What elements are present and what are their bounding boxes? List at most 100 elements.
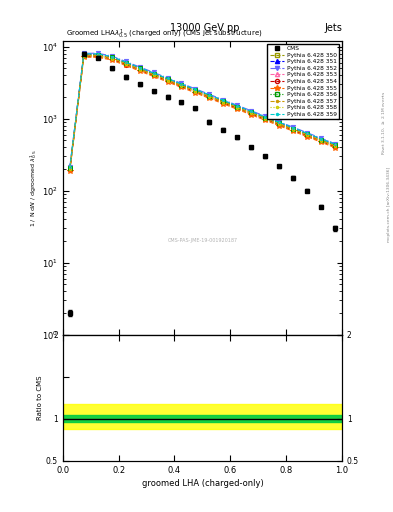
Y-axis label: Ratio to CMS: Ratio to CMS	[37, 376, 43, 420]
Pythia 6.428 355	[151, 73, 156, 79]
Pythia 6.428 353	[179, 82, 184, 88]
Pythia 6.428 353	[319, 137, 323, 143]
Pythia 6.428 350	[179, 83, 184, 89]
Pythia 6.428 351	[305, 131, 309, 137]
Pythia 6.428 356	[109, 54, 114, 60]
Pythia 6.428 352	[165, 75, 170, 81]
Pythia 6.428 350	[249, 110, 253, 116]
Pythia 6.428 356	[263, 115, 268, 121]
Pythia 6.428 358	[193, 89, 198, 95]
Pythia 6.428 353	[277, 120, 281, 126]
Pythia 6.428 357	[151, 72, 156, 78]
Pythia 6.428 351	[221, 98, 226, 104]
Pythia 6.428 355	[291, 128, 296, 134]
Pythia 6.428 350	[137, 66, 142, 72]
Line: Pythia 6.428 355: Pythia 6.428 355	[67, 54, 338, 174]
Pythia 6.428 356	[151, 71, 156, 77]
Pythia 6.428 359	[81, 51, 86, 57]
Pythia 6.428 359	[291, 125, 296, 131]
Pythia 6.428 350	[165, 77, 170, 83]
Pythia 6.428 352	[221, 97, 226, 103]
Pythia 6.428 354	[332, 143, 337, 150]
Pythia 6.428 357	[179, 82, 184, 89]
Pythia 6.428 350	[151, 72, 156, 78]
Pythia 6.428 356	[305, 131, 309, 137]
Pythia 6.428 358	[151, 72, 156, 78]
Y-axis label: 1 / $\mathrm{N}$ d$N$ / d$\mathrm{groomed}$ $\lambda^{1}_{0.5}$: 1 / $\mathrm{N}$ d$N$ / d$\mathrm{groome…	[28, 149, 39, 227]
Pythia 6.428 357	[249, 110, 253, 116]
Pythia 6.428 356	[165, 76, 170, 82]
Pythia 6.428 354	[277, 122, 281, 128]
Pythia 6.428 354	[109, 56, 114, 62]
Bar	[63, 403, 342, 429]
Pythia 6.428 350	[81, 53, 86, 59]
Text: Rivet 3.1.10, $\geq$ 2.1M events: Rivet 3.1.10, $\geq$ 2.1M events	[380, 91, 387, 155]
Pythia 6.428 353	[68, 165, 72, 172]
Line: Pythia 6.428 356: Pythia 6.428 356	[68, 53, 337, 170]
Pythia 6.428 359	[95, 51, 100, 57]
Pythia 6.428 357	[332, 143, 337, 149]
Pythia 6.428 356	[137, 66, 142, 72]
Pythia 6.428 352	[137, 64, 142, 70]
Pythia 6.428 357	[123, 60, 128, 67]
Pythia 6.428 355	[305, 134, 309, 140]
Pythia 6.428 352	[95, 50, 100, 56]
Pythia 6.428 353	[221, 98, 226, 104]
Pythia 6.428 359	[68, 164, 72, 170]
Pythia 6.428 359	[319, 136, 323, 142]
Pythia 6.428 350	[277, 121, 281, 127]
Pythia 6.428 354	[165, 78, 170, 84]
Pythia 6.428 357	[235, 104, 240, 111]
Pythia 6.428 350	[207, 94, 212, 100]
Pythia 6.428 355	[137, 68, 142, 74]
Pythia 6.428 354	[291, 127, 296, 133]
Pythia 6.428 358	[123, 61, 128, 67]
Pythia 6.428 356	[235, 104, 240, 110]
Pythia 6.428 355	[319, 139, 323, 145]
Pythia 6.428 357	[207, 93, 212, 99]
Pythia 6.428 359	[179, 81, 184, 87]
Pythia 6.428 354	[193, 89, 198, 95]
Pythia 6.428 354	[137, 67, 142, 73]
Pythia 6.428 357	[109, 55, 114, 61]
Pythia 6.428 354	[249, 111, 253, 117]
Pythia 6.428 356	[179, 82, 184, 88]
Pythia 6.428 359	[151, 70, 156, 76]
Pythia 6.428 355	[263, 117, 268, 123]
Pythia 6.428 357	[319, 137, 323, 143]
Line: Pythia 6.428 359: Pythia 6.428 359	[68, 52, 337, 169]
Pythia 6.428 358	[249, 111, 253, 117]
Pythia 6.428 352	[319, 135, 323, 141]
Pythia 6.428 354	[151, 72, 156, 78]
Pythia 6.428 355	[221, 101, 226, 107]
Pythia 6.428 359	[137, 65, 142, 71]
Line: Pythia 6.428 350: Pythia 6.428 350	[68, 54, 337, 171]
Pythia 6.428 357	[277, 121, 281, 127]
Pythia 6.428 357	[165, 77, 170, 83]
Pythia 6.428 356	[95, 52, 100, 58]
Legend: CMS, Pythia 6.428 350, Pythia 6.428 351, Pythia 6.428 352, Pythia 6.428 353, Pyt: CMS, Pythia 6.428 350, Pythia 6.428 351,…	[267, 44, 339, 119]
Pythia 6.428 355	[332, 144, 337, 151]
Pythia 6.428 359	[277, 119, 281, 125]
Pythia 6.428 353	[207, 93, 212, 99]
Pythia 6.428 357	[95, 52, 100, 58]
Line: Pythia 6.428 354: Pythia 6.428 354	[68, 54, 337, 172]
Pythia 6.428 358	[305, 132, 309, 138]
Pythia 6.428 356	[291, 125, 296, 132]
Pythia 6.428 355	[249, 112, 253, 118]
Pythia 6.428 351	[123, 59, 128, 66]
Pythia 6.428 355	[207, 95, 212, 101]
Pythia 6.428 358	[109, 56, 114, 62]
Pythia 6.428 354	[123, 61, 128, 68]
Pythia 6.428 357	[263, 115, 268, 121]
Pythia 6.428 350	[305, 132, 309, 138]
Pythia 6.428 352	[207, 91, 212, 97]
Pythia 6.428 350	[235, 104, 240, 111]
Pythia 6.428 353	[151, 71, 156, 77]
Pythia 6.428 351	[68, 164, 72, 170]
Pythia 6.428 351	[249, 109, 253, 115]
Pythia 6.428 356	[319, 137, 323, 143]
Pythia 6.428 354	[221, 100, 226, 106]
Pythia 6.428 351	[179, 81, 184, 88]
Pythia 6.428 351	[291, 125, 296, 131]
